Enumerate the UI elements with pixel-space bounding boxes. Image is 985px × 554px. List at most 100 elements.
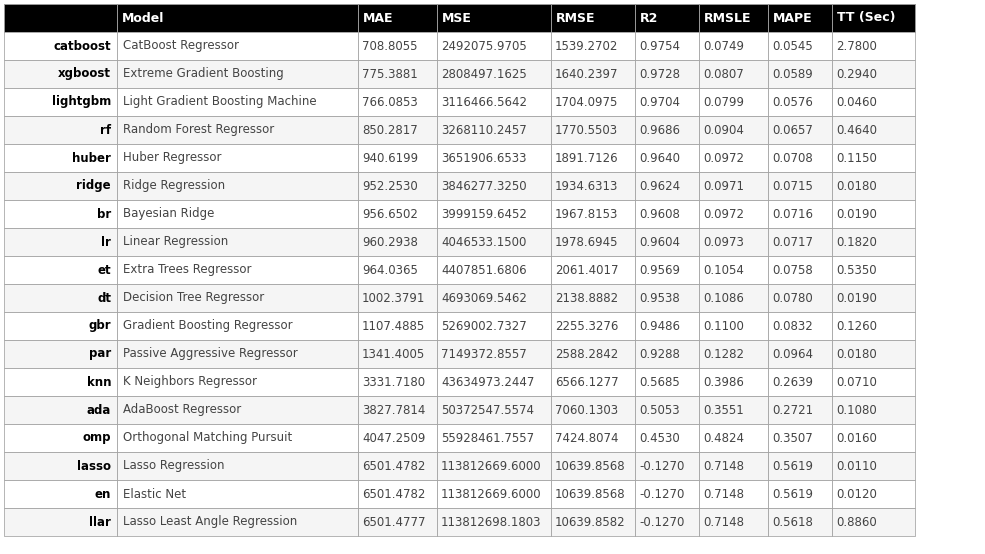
Bar xyxy=(437,312,551,340)
Bar xyxy=(437,480,551,508)
Bar xyxy=(699,508,768,536)
Bar xyxy=(635,228,699,256)
Text: 1640.2397: 1640.2397 xyxy=(555,68,619,80)
Text: 1107.4885: 1107.4885 xyxy=(362,320,426,332)
Text: 1002.3791: 1002.3791 xyxy=(362,291,426,305)
Bar xyxy=(358,172,437,200)
Bar xyxy=(768,508,832,536)
Bar xyxy=(117,200,358,228)
Bar xyxy=(635,452,699,480)
Text: 0.0749: 0.0749 xyxy=(703,39,744,53)
Text: en: en xyxy=(95,488,111,500)
Text: 0.0972: 0.0972 xyxy=(703,151,744,165)
Text: 0.0971: 0.0971 xyxy=(703,179,744,192)
Text: 0.1086: 0.1086 xyxy=(703,291,744,305)
Bar xyxy=(4,340,117,368)
Bar xyxy=(358,396,437,424)
Bar xyxy=(358,144,437,172)
Text: Lasso Least Angle Regression: Lasso Least Angle Regression xyxy=(123,516,297,529)
Text: 0.0715: 0.0715 xyxy=(772,179,813,192)
Bar xyxy=(551,200,635,228)
Bar xyxy=(358,228,437,256)
Text: 0.0190: 0.0190 xyxy=(836,208,877,220)
Text: 0.9728: 0.9728 xyxy=(639,68,680,80)
Text: 0.0807: 0.0807 xyxy=(703,68,744,80)
Text: ridge: ridge xyxy=(77,179,111,192)
Bar xyxy=(768,228,832,256)
Bar xyxy=(832,256,915,284)
Bar xyxy=(832,144,915,172)
Text: 6501.4782: 6501.4782 xyxy=(362,488,426,500)
Bar xyxy=(117,144,358,172)
Text: R2: R2 xyxy=(640,12,658,24)
Text: 0.0708: 0.0708 xyxy=(772,151,813,165)
Bar xyxy=(699,116,768,144)
Text: 0.0160: 0.0160 xyxy=(836,432,877,444)
Text: knn: knn xyxy=(87,376,111,388)
Text: 0.0972: 0.0972 xyxy=(703,208,744,220)
Text: 2.7800: 2.7800 xyxy=(836,39,877,53)
Text: 0.9604: 0.9604 xyxy=(639,235,680,249)
Text: 0.0799: 0.0799 xyxy=(703,95,744,109)
Bar xyxy=(437,396,551,424)
Text: 4046533.1500: 4046533.1500 xyxy=(441,235,526,249)
Bar xyxy=(635,116,699,144)
Bar xyxy=(768,368,832,396)
Text: 1891.7126: 1891.7126 xyxy=(555,151,619,165)
Bar xyxy=(832,508,915,536)
Bar xyxy=(551,172,635,200)
Bar xyxy=(768,424,832,452)
Text: 4407851.6806: 4407851.6806 xyxy=(441,264,527,276)
Text: 7149372.8557: 7149372.8557 xyxy=(441,347,527,361)
Text: 0.1054: 0.1054 xyxy=(703,264,744,276)
Bar xyxy=(437,256,551,284)
Bar xyxy=(4,172,117,200)
Text: 0.5618: 0.5618 xyxy=(772,516,813,529)
Text: 3116466.5642: 3116466.5642 xyxy=(441,95,527,109)
Bar xyxy=(832,32,915,60)
Bar xyxy=(551,284,635,312)
Text: et: et xyxy=(98,264,111,276)
Text: 0.9569: 0.9569 xyxy=(639,264,680,276)
Text: 0.9538: 0.9538 xyxy=(639,291,680,305)
Text: 2138.8882: 2138.8882 xyxy=(555,291,619,305)
Text: 0.0180: 0.0180 xyxy=(836,179,877,192)
Bar xyxy=(699,424,768,452)
Bar xyxy=(4,88,117,116)
Bar xyxy=(4,256,117,284)
Text: 0.2639: 0.2639 xyxy=(772,376,813,388)
Text: Model: Model xyxy=(122,12,164,24)
Bar xyxy=(832,228,915,256)
Bar xyxy=(117,284,358,312)
Text: 6566.1277: 6566.1277 xyxy=(555,376,619,388)
Text: Light Gradient Boosting Machine: Light Gradient Boosting Machine xyxy=(123,95,316,109)
Text: 960.2938: 960.2938 xyxy=(362,235,418,249)
Bar xyxy=(635,340,699,368)
Bar xyxy=(768,312,832,340)
Text: 113812669.6000: 113812669.6000 xyxy=(441,488,542,500)
Bar xyxy=(699,368,768,396)
Text: 964.0365: 964.0365 xyxy=(362,264,418,276)
Text: 4693069.5462: 4693069.5462 xyxy=(441,291,527,305)
Text: MAE: MAE xyxy=(363,12,393,24)
Text: 50372547.5574: 50372547.5574 xyxy=(441,403,534,417)
Text: 1967.8153: 1967.8153 xyxy=(555,208,619,220)
Bar xyxy=(437,32,551,60)
Bar xyxy=(4,396,117,424)
Bar xyxy=(4,116,117,144)
Text: Extra Trees Regressor: Extra Trees Regressor xyxy=(123,264,251,276)
Text: Random Forest Regressor: Random Forest Regressor xyxy=(123,124,274,136)
Text: -0.1270: -0.1270 xyxy=(639,459,685,473)
Text: 0.4824: 0.4824 xyxy=(703,432,744,444)
Bar xyxy=(4,368,117,396)
Text: 0.1260: 0.1260 xyxy=(836,320,877,332)
Bar xyxy=(437,116,551,144)
Bar xyxy=(117,256,358,284)
Bar xyxy=(699,60,768,88)
Bar xyxy=(768,60,832,88)
Bar xyxy=(4,452,117,480)
Text: MSE: MSE xyxy=(442,12,472,24)
Bar xyxy=(437,144,551,172)
Bar xyxy=(117,396,358,424)
Text: 766.0853: 766.0853 xyxy=(362,95,418,109)
